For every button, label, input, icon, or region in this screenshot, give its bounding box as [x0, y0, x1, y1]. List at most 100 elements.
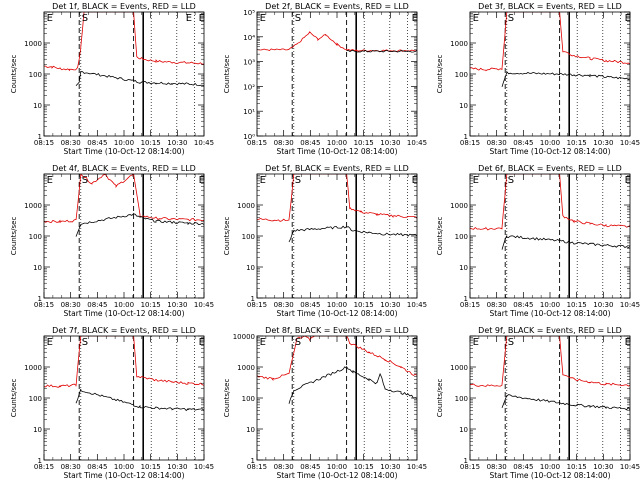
series-lld	[257, 174, 417, 222]
x-tick-label: 10:45	[194, 139, 214, 147]
y-tick-label: 1	[38, 457, 42, 465]
x-tick-label: 10:30	[167, 463, 187, 471]
y-tick-label: 10	[459, 102, 468, 110]
x-tick-label: 10:15	[567, 301, 587, 309]
y-axis-label: Counts/sec	[10, 55, 18, 94]
y-tick-label: 1000	[24, 364, 42, 372]
x-axis-label: Start Time (10-Oct-12 08:14:00)	[63, 309, 184, 318]
y-tick-label: 1	[251, 457, 255, 465]
x-tick-label: 10:45	[407, 139, 427, 147]
panel-2: Det 2f, BLACK = Events, RED = LLD S E E 10⁰ 1…	[223, 2, 427, 156]
x-axis-label: Start Time (10-Oct-12 08:14:00)	[276, 471, 397, 480]
y-tick-label: 100	[455, 395, 468, 403]
panel-title: Det 8f, BLACK = Events, RED = LLD	[265, 326, 409, 335]
plot-frame	[469, 335, 631, 461]
x-tick-label: 08:15	[247, 301, 267, 309]
y-tick-label: 100	[29, 395, 42, 403]
y-tick-label: 10	[33, 426, 42, 434]
x-tick-label: 08:45	[87, 301, 107, 309]
y-tick-label: 1000	[24, 202, 42, 210]
series-events	[346, 49, 417, 53]
plot-frame	[256, 11, 418, 137]
y-axis-label: Counts/sec	[10, 379, 18, 418]
event-marker-e: E	[199, 13, 205, 24]
y-axis-label: Counts/sec	[223, 379, 231, 418]
y-tick-label: 10	[33, 102, 42, 110]
x-tick-label: 10:00	[540, 301, 560, 309]
y-tick-label: 1	[38, 295, 42, 303]
y-tick-label: 1	[464, 457, 468, 465]
x-tick-label: 10:30	[167, 301, 187, 309]
plot-frame	[256, 173, 418, 299]
x-axis-label: Start Time (10-Oct-12 08:14:00)	[489, 309, 610, 318]
x-tick-label: 10:30	[380, 139, 400, 147]
x-tick-label: 10:15	[354, 463, 374, 471]
x-tick-label: 08:45	[87, 139, 107, 147]
x-tick-label: 08:15	[460, 139, 480, 147]
series-lld	[470, 174, 630, 231]
panel-3: Det 3f, BLACK = Events, RED = LLD S E E 1 10 1…	[436, 2, 640, 156]
y-tick-label: 100	[455, 71, 468, 79]
series-lld	[257, 30, 417, 52]
panel-title: Det 3f, BLACK = Events, RED = LLD	[478, 2, 622, 11]
event-marker-s: S	[295, 175, 301, 186]
x-tick-label: 08:15	[34, 139, 54, 147]
panel-6: Det 6f, BLACK = Events, RED = LLD S E E 1 10 1…	[436, 164, 640, 318]
x-axis-label: Start Time (10-Oct-12 08:14:00)	[63, 471, 184, 480]
x-tick-label: 08:30	[274, 463, 294, 471]
y-tick-label: 100	[242, 233, 255, 241]
y-tick-label: 10⁴	[243, 34, 255, 42]
x-axis-label: Start Time (10-Oct-12 08:14:00)	[489, 471, 610, 480]
y-tick-label: 1	[464, 295, 468, 303]
event-marker-s: S	[295, 13, 301, 24]
panel-9: Det 9f, BLACK = Events, RED = LLD S E E 1 10 1…	[436, 326, 640, 480]
y-tick-label: 1000	[24, 40, 42, 48]
x-tick-label: 10:45	[620, 139, 640, 147]
event-marker-s: S	[82, 13, 88, 24]
x-tick-label: 10:00	[327, 463, 347, 471]
x-tick-label: 10:45	[194, 463, 214, 471]
y-tick-label: 10	[459, 264, 468, 272]
y-tick-label: 10	[246, 264, 255, 272]
y-axis-label: Counts/sec	[436, 217, 444, 256]
y-tick-label: 100	[242, 395, 255, 403]
series-events	[75, 212, 204, 237]
plot-frame	[469, 173, 631, 299]
y-tick-label: 1000	[450, 364, 468, 372]
event-marker-e: E	[47, 13, 53, 24]
x-tick-label: 08:45	[513, 463, 533, 471]
x-tick-label: 10:30	[593, 139, 613, 147]
panel-title: Det 2f, BLACK = Events, RED = LLD	[265, 2, 409, 11]
x-tick-label: 08:15	[247, 463, 267, 471]
series-events	[501, 394, 630, 411]
x-tick-label: 10:00	[327, 139, 347, 147]
event-marker-e: E	[625, 13, 631, 24]
y-tick-label: 10¹	[243, 108, 255, 116]
panel-5: Det 5f, BLACK = Events, RED = LLD S E E 1 10 1…	[223, 164, 427, 318]
y-tick-label: 10	[246, 426, 255, 434]
y-tick-label: 100	[29, 71, 42, 79]
series-events	[501, 70, 630, 88]
x-tick-label: 10:00	[114, 139, 134, 147]
panel-4: Det 4f, BLACK = Events, RED = LLD S E E 1 10 1…	[10, 164, 214, 318]
y-tick-label: 1000	[450, 202, 468, 210]
y-tick-label: 1	[38, 133, 42, 141]
event-marker-e: E	[412, 13, 418, 24]
series-events	[75, 388, 204, 412]
y-tick-label: 1	[251, 295, 255, 303]
series-lld	[44, 336, 204, 388]
event-marker-e: E	[473, 13, 479, 24]
y-tick-label: 1000	[237, 364, 255, 372]
event-marker-s: S	[82, 337, 88, 348]
event-marker-e: E	[625, 175, 631, 186]
panel-8: Det 8f, BLACK = Events, RED = LLD S E E 1 10 1…	[223, 326, 427, 480]
x-tick-label: 10:15	[141, 139, 161, 147]
x-tick-label: 10:15	[354, 301, 374, 309]
y-tick-label: 1	[464, 133, 468, 141]
x-axis-label: Start Time (10-Oct-12 08:14:00)	[489, 147, 610, 156]
x-tick-label: 10:00	[540, 463, 560, 471]
y-tick-label: 10	[459, 426, 468, 434]
event-marker-s: S	[295, 337, 301, 348]
event-marker-e: E	[260, 175, 266, 186]
